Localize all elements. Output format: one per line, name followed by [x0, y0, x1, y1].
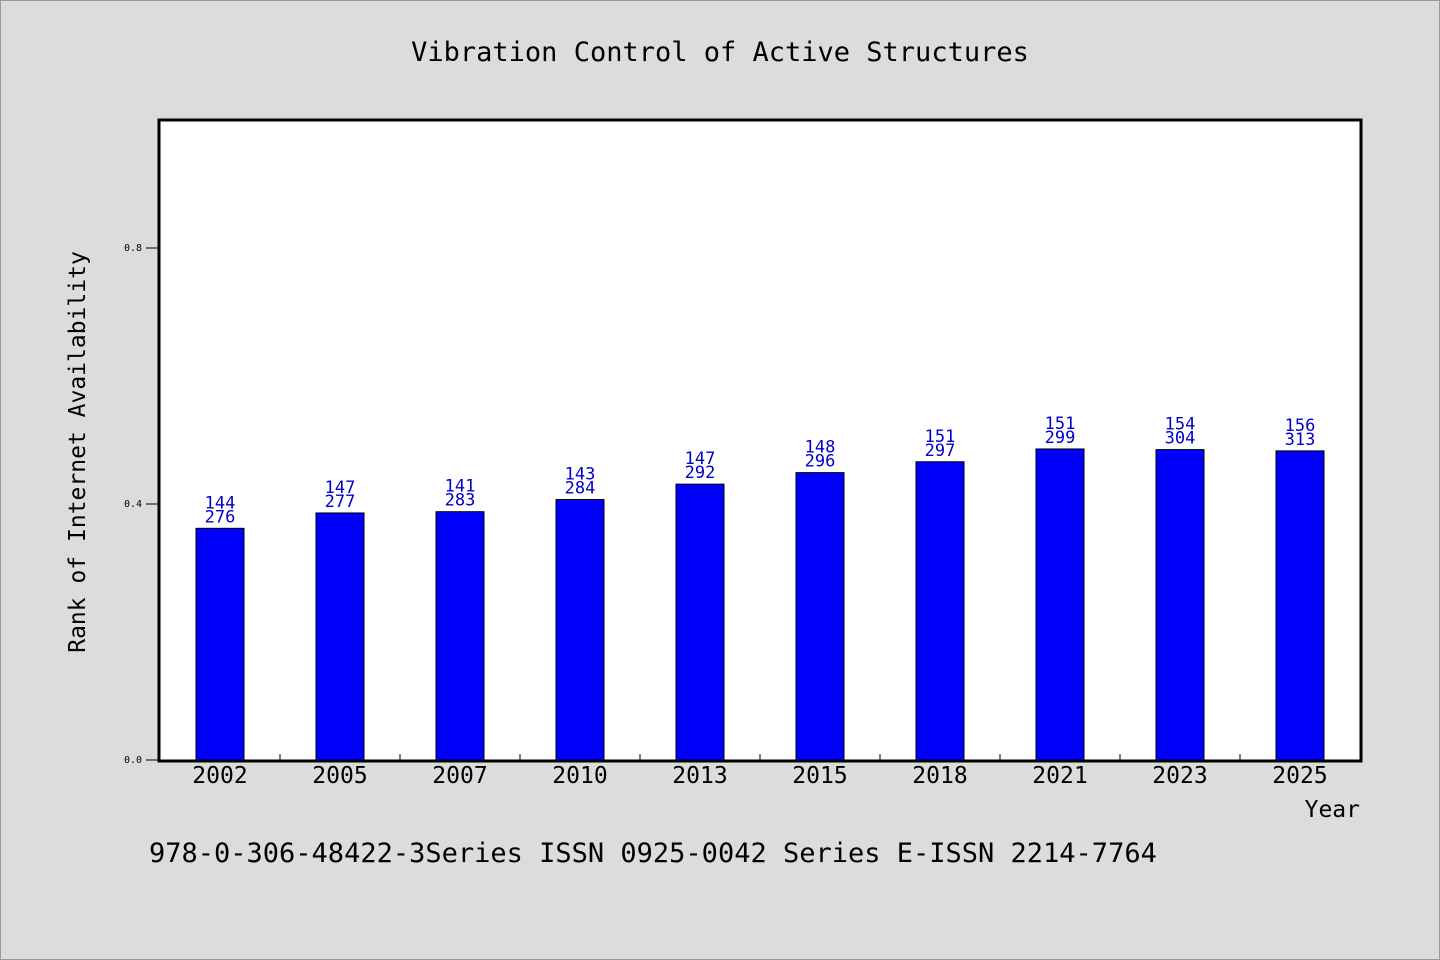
data-label-bottom-2023: 304: [1165, 429, 1196, 449]
data-label-top-2010: 143: [565, 465, 596, 485]
x-tick-label-2007: 2007: [432, 763, 487, 789]
data-label-top-2018: 151: [925, 427, 956, 447]
x-tick-label-2005: 2005: [312, 763, 367, 789]
y-tick-label-0.0: 0.0: [124, 755, 142, 766]
bar-2010: [555, 499, 605, 761]
data-label-top-2002: 144: [205, 493, 236, 513]
data-label-top-2013: 147: [685, 449, 716, 469]
plot-frame: [157, 118, 1363, 763]
data-label-top-2025: 156: [1285, 416, 1316, 436]
x-tick-label-2010: 2010: [552, 763, 607, 789]
data-labels-group: 1442761472771412831432841472921482961512…: [205, 414, 1316, 527]
y-tick-label-0.4: 0.4: [124, 499, 142, 510]
bar-2015: [795, 472, 845, 761]
data-label-bottom-2005: 277: [325, 492, 356, 512]
bar-2005: [315, 512, 365, 761]
data-label-top-2021: 151: [1045, 414, 1076, 434]
data-label-top-2015: 148: [805, 438, 836, 458]
data-label-bottom-2015: 296: [805, 452, 836, 472]
x-axis: 2002 2005 2007 2010 2013 2015 2018 2021 2023 2025: [192, 754, 1328, 789]
y-tick-label-0.8: 0.8: [124, 243, 142, 254]
data-label-bottom-2013: 292: [685, 463, 716, 483]
x-tick-label-2021: 2021: [1032, 763, 1087, 789]
data-label-bottom-2018: 297: [925, 441, 956, 461]
bar-2018: [915, 461, 965, 761]
footer-isbn-text: 978-0-306-48422-3Series ISSN 0925-0042 S…: [149, 838, 1157, 869]
x-tick-label-2023: 2023: [1152, 763, 1207, 789]
y-axis: 0.0 0.4 0.8: [124, 243, 160, 766]
data-label-top-2023: 154: [1165, 415, 1196, 435]
bars-group: [195, 448, 1325, 761]
data-label-bottom-2002: 276: [205, 507, 236, 527]
bar-2025: [1275, 450, 1325, 761]
bar-2013: [675, 483, 725, 761]
x-tick-label-2002: 2002: [192, 763, 247, 789]
x-tick-label-2018: 2018: [912, 763, 967, 789]
bar-2007: [435, 511, 485, 761]
y-axis-label: Rank of Internet Availability: [65, 251, 91, 653]
bar-2021: [1035, 448, 1085, 761]
bar-2002: [195, 527, 245, 761]
chart-title: Vibration Control of Active Structures: [411, 37, 1029, 68]
data-label-top-2005: 147: [325, 478, 356, 498]
x-tick-label-2013: 2013: [672, 763, 727, 789]
x-axis-label: Year: [1305, 797, 1360, 823]
data-label-bottom-2010: 284: [565, 479, 596, 499]
data-label-bottom-2021: 299: [1045, 428, 1076, 448]
data-label-top-2007: 141: [445, 477, 476, 497]
data-label-bottom-2025: 313: [1285, 430, 1316, 450]
x-tick-label-2025: 2025: [1272, 763, 1327, 789]
x-tick-label-2015: 2015: [792, 763, 847, 789]
data-label-bottom-2007: 283: [445, 491, 476, 511]
bar-2023: [1155, 449, 1205, 761]
